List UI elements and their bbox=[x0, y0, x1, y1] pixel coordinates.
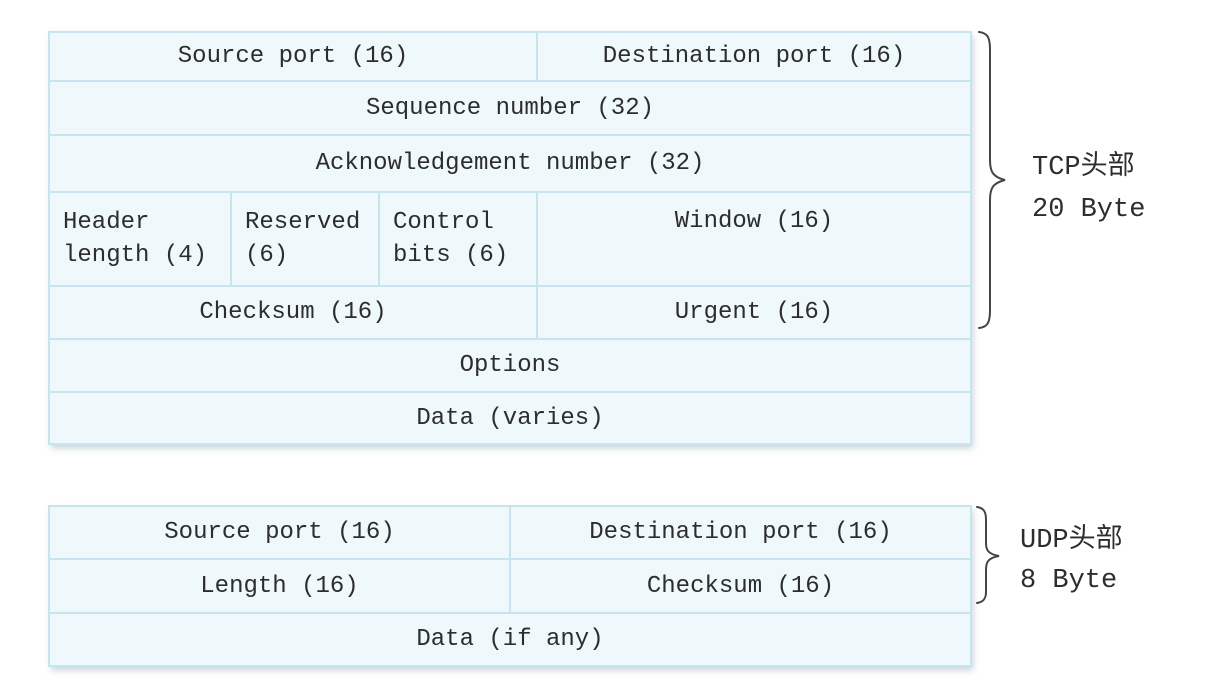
tcp-cell-acknowledgement-number: Acknowledgement number (32) bbox=[50, 136, 970, 191]
tcp-cell-options: Options bbox=[50, 340, 970, 391]
tcp-cell-data: Data (varies) bbox=[50, 393, 970, 443]
udp-curly-brace-icon bbox=[974, 505, 1002, 610]
tcp-header-size-label: TCP头部 20 Byte bbox=[1032, 153, 1146, 225]
tcp-cell-source-port: Source port (16) bbox=[50, 33, 536, 80]
udp-cell-checksum: Checksum (16) bbox=[511, 560, 970, 612]
udp-cell-destination-port: Destination port (16) bbox=[511, 507, 970, 558]
tcp-cell-destination-port: Destination port (16) bbox=[538, 33, 970, 80]
tcp-cell-checksum: Checksum (16) bbox=[50, 287, 536, 338]
udp-cell-length: Length (16) bbox=[50, 560, 509, 612]
tcp-curly-brace-icon bbox=[976, 30, 1008, 335]
udp-cell-data: Data (if any) bbox=[50, 614, 970, 665]
udp-header-size-label: UDP头部 8 Byte bbox=[1020, 526, 1123, 596]
tcp-header-table: Source port (16) Destination port (16) S… bbox=[48, 31, 972, 445]
tcp-cell-header-length: Header length (4) bbox=[50, 193, 230, 285]
tcp-cell-control-bits: Control bits (6) bbox=[380, 193, 536, 285]
udp-header-table: Source port (16) Destination port (16) L… bbox=[48, 505, 972, 667]
tcp-cell-window: Window (16) bbox=[538, 193, 970, 285]
udp-cell-source-port: Source port (16) bbox=[50, 507, 509, 558]
tcp-cell-sequence-number: Sequence number (32) bbox=[50, 82, 970, 134]
tcp-cell-reserved: Reserved (6) bbox=[232, 193, 378, 285]
tcp-cell-urgent: Urgent (16) bbox=[538, 287, 970, 338]
